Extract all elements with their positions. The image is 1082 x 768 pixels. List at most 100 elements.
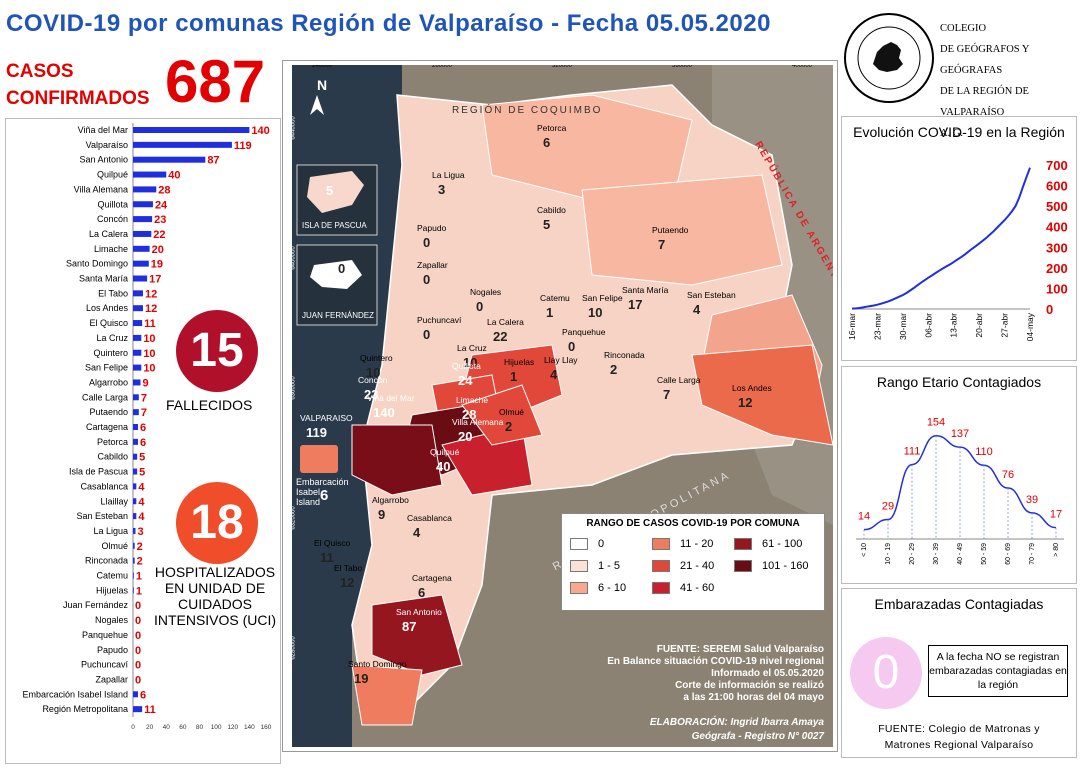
bar xyxy=(133,706,143,713)
bar xyxy=(133,513,137,520)
comuna-value: 6 xyxy=(543,135,551,150)
comuna-name: VALPARAISO xyxy=(300,413,353,423)
san-antonio-area xyxy=(371,594,463,676)
bar xyxy=(133,186,157,193)
legend-swatch xyxy=(734,538,752,550)
comuna-name: Casablanca xyxy=(407,513,452,523)
map-coord-top: 360000 xyxy=(672,65,693,69)
age-value-label: 110 xyxy=(975,446,993,458)
bar-category-label: Cabildo xyxy=(97,452,128,462)
embarazadas-source: FUENTE: Colegio de Matronas y Matrones R… xyxy=(842,721,1076,753)
bar-value-label: 40 xyxy=(168,170,180,182)
legend-label: 11 - 20 xyxy=(680,538,714,550)
legend-label: 41 - 60 xyxy=(680,582,715,594)
map-coord-top: 400000 xyxy=(792,65,813,69)
comuna-value: 22 xyxy=(493,329,508,344)
legend-swatch xyxy=(652,560,670,572)
bar-category-label: San Antonio xyxy=(79,155,128,165)
embarazadas-title: Embarazadas Contagiadas xyxy=(874,596,1044,612)
bar-category-label: El Tabo xyxy=(98,288,128,298)
bar-value-label: 5 xyxy=(139,452,145,464)
north-label: N xyxy=(317,77,328,93)
legend-swatch xyxy=(734,560,752,572)
comuna-value: 0 xyxy=(423,272,431,287)
legend-item: 101 - 160 xyxy=(734,560,808,572)
comuna-name: Petorca xyxy=(537,123,567,133)
bar-value-label: 119 xyxy=(234,140,252,152)
evo-x-tick: 06-abr xyxy=(923,313,933,338)
bar-category-label: Llaillay xyxy=(100,496,128,506)
comuna-name: Catemu xyxy=(540,293,570,303)
comuna-value: 40 xyxy=(436,459,451,474)
fallecidos-circle: 15 xyxy=(176,310,258,392)
age-x-tick: < 10 xyxy=(861,543,868,557)
bar-value-label: 4 xyxy=(138,496,145,508)
bar-category-label: El Quisco xyxy=(89,318,128,328)
comuna-name: Viña del Mar xyxy=(367,393,415,403)
bar xyxy=(133,230,152,237)
isla-pascua-label: ISLA DE PASCUA xyxy=(302,221,367,230)
map-legend: RANGO DE CASOS COVID-19 POR COMUNA 0 1 - … xyxy=(561,513,825,611)
bar-x-tick: 120 xyxy=(227,724,238,731)
legend-item: 21 - 40 xyxy=(652,560,714,572)
legend-title: RANGO DE CASOS COVID-19 POR COMUNA xyxy=(586,518,800,529)
comuna-value: 10 xyxy=(463,355,478,370)
comuna-value: 10 xyxy=(366,365,381,380)
legend-label: 6 - 10 xyxy=(598,582,627,594)
comuna-value: 4 xyxy=(550,367,558,382)
isla-pascua-shape xyxy=(307,171,364,213)
juan-fernandez-number: 0 xyxy=(338,261,346,276)
comuna-name: La Cruz xyxy=(457,343,487,353)
age-x-tick: 50 - 59 xyxy=(981,543,988,565)
comuna-value: 9 xyxy=(378,507,386,522)
bar-value-label: 0 xyxy=(135,600,141,612)
legend-item: 41 - 60 xyxy=(652,582,714,594)
coquimbo-label: REGIÓN DE COQUIMBO xyxy=(452,105,603,116)
legend-swatch xyxy=(652,582,670,594)
bar-value-label: 140 xyxy=(251,125,269,137)
age-value-label: 39 xyxy=(1026,494,1038,506)
legend-item: 11 - 20 xyxy=(652,538,713,550)
bar xyxy=(133,127,250,133)
limache-area xyxy=(461,384,543,446)
evolution-title: Evolución COVID-19 en la Región xyxy=(853,124,1065,140)
college-line4: A. G. xyxy=(940,128,964,139)
bar-category-label: Quilpué xyxy=(97,170,128,180)
bar-value-label: 9 xyxy=(142,377,148,389)
bar xyxy=(133,290,143,297)
legend-item: 61 - 100 xyxy=(734,538,802,550)
bar xyxy=(133,527,136,534)
elab-line: Geógrafa - Registro N° 0027 xyxy=(691,731,824,742)
bar xyxy=(133,379,141,386)
bar xyxy=(133,260,149,267)
bar-value-label: 24 xyxy=(155,199,168,211)
college-line2: DE GEÓGRAFOS Y GEÓGRAFAS xyxy=(940,44,1030,76)
embarcacion-label: Embarcación Isabel Island xyxy=(296,477,349,507)
legend-label: 21 - 40 xyxy=(680,560,715,572)
bar-category-label: La Cruz xyxy=(96,333,128,343)
isla-pascua-number: 5 xyxy=(326,183,334,198)
bar xyxy=(133,542,135,549)
uci-label: HOSPITALIZADOS EN UNIDAD DE CUIDADOS INT… xyxy=(153,564,277,628)
map-coord-left: 6280000 xyxy=(292,636,297,660)
bar-category-label: Valparaíso xyxy=(86,140,128,150)
source-line: FUENTE: SEREMI Salud Valparaíso xyxy=(656,644,824,655)
legend-item: 6 - 10 xyxy=(570,582,626,594)
legend-label: 101 - 160 xyxy=(762,560,809,572)
comuna-name: Cabildo xyxy=(537,205,566,215)
legend-swatch xyxy=(570,560,588,572)
bar-value-label: 6 xyxy=(140,437,146,449)
bar-value-label: 0 xyxy=(135,674,141,686)
comuna-value: 17 xyxy=(628,297,643,312)
los-andes-area xyxy=(691,344,833,446)
comuna-value: 119 xyxy=(306,425,327,440)
evo-x-tick: 30-mar xyxy=(898,313,908,340)
bar-value-label: 5 xyxy=(139,467,145,479)
comuna-value: 140 xyxy=(373,405,395,420)
comuna-value: 24 xyxy=(458,373,473,388)
source-note: FUENTE: SEREMI Salud Valparaíso En Balan… xyxy=(566,644,824,704)
embarazadas-value: 0 xyxy=(850,637,922,709)
bar-category-label: Concón xyxy=(97,214,128,224)
bar-value-label: 6 xyxy=(140,422,146,434)
